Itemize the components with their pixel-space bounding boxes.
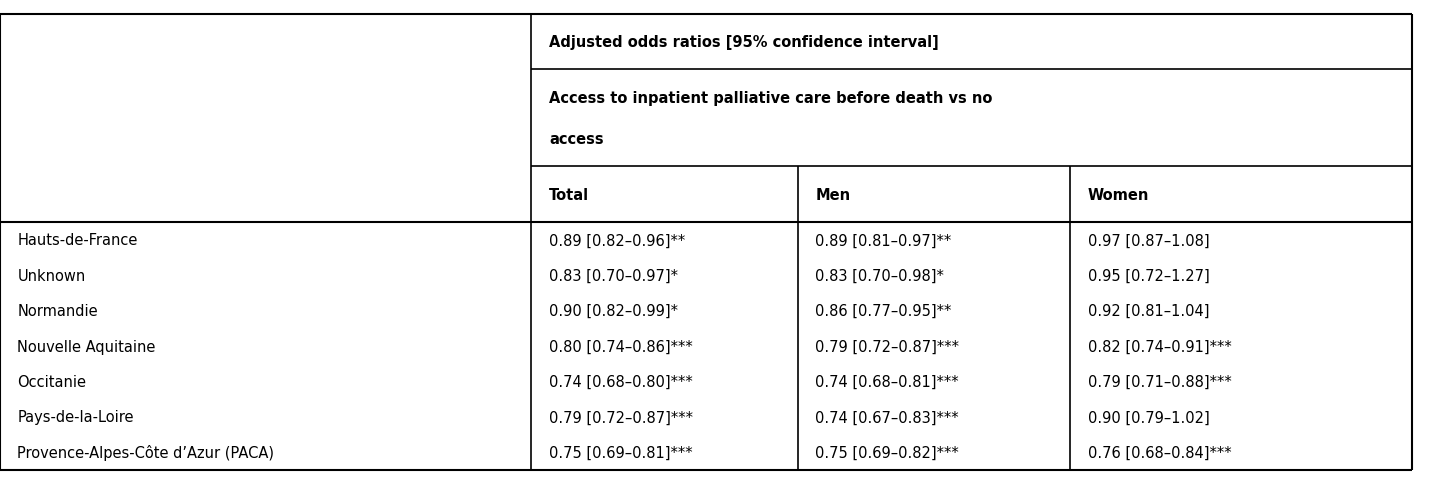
- Text: 0.79 [0.72–0.87]***: 0.79 [0.72–0.87]***: [815, 339, 960, 354]
- Text: 0.95 [0.72–1.27]: 0.95 [0.72–1.27]: [1088, 268, 1210, 283]
- Text: 0.89 [0.82–0.96]**: 0.89 [0.82–0.96]**: [549, 233, 686, 248]
- Text: Adjusted odds ratios [95% confidence interval]: Adjusted odds ratios [95% confidence int…: [549, 35, 939, 50]
- Text: 0.97 [0.87–1.08]: 0.97 [0.87–1.08]: [1088, 233, 1210, 248]
- Text: 0.83 [0.70–0.97]*: 0.83 [0.70–0.97]*: [549, 268, 678, 283]
- Text: 0.79 [0.72–0.87]***: 0.79 [0.72–0.87]***: [549, 409, 693, 424]
- Text: Occitanie: Occitanie: [17, 374, 86, 389]
- Text: 0.92 [0.81–1.04]: 0.92 [0.81–1.04]: [1088, 303, 1208, 318]
- Text: Unknown: Unknown: [17, 268, 86, 283]
- Text: 0.90 [0.79–1.02]: 0.90 [0.79–1.02]: [1088, 409, 1210, 424]
- Text: 0.79 [0.71–0.88]***: 0.79 [0.71–0.88]***: [1088, 374, 1232, 389]
- Text: Hauts-de-France: Hauts-de-France: [17, 233, 138, 248]
- Text: 0.75 [0.69–0.82]***: 0.75 [0.69–0.82]***: [815, 445, 960, 460]
- Text: Normandie: Normandie: [17, 303, 98, 318]
- Text: 0.76 [0.68–0.84]***: 0.76 [0.68–0.84]***: [1088, 445, 1232, 460]
- Text: Men: Men: [815, 187, 850, 202]
- Text: 0.80 [0.74–0.86]***: 0.80 [0.74–0.86]***: [549, 339, 693, 354]
- Text: 0.83 [0.70–0.98]*: 0.83 [0.70–0.98]*: [815, 268, 945, 283]
- Text: Provence-Alpes-Côte d’Azur (PACA): Provence-Alpes-Côte d’Azur (PACA): [17, 444, 275, 460]
- Text: 0.86 [0.77–0.95]**: 0.86 [0.77–0.95]**: [815, 303, 952, 318]
- Text: 0.89 [0.81–0.97]**: 0.89 [0.81–0.97]**: [815, 233, 952, 248]
- Text: 0.74 [0.68–0.81]***: 0.74 [0.68–0.81]***: [815, 374, 960, 389]
- Text: Total: Total: [549, 187, 590, 202]
- Text: 0.75 [0.69–0.81]***: 0.75 [0.69–0.81]***: [549, 445, 693, 460]
- Text: Access to inpatient palliative care before death vs no: Access to inpatient palliative care befo…: [549, 91, 993, 106]
- Text: 0.74 [0.67–0.83]***: 0.74 [0.67–0.83]***: [815, 409, 960, 424]
- Text: Pays-de-la-Loire: Pays-de-la-Loire: [17, 409, 134, 424]
- Text: 0.74 [0.68–0.80]***: 0.74 [0.68–0.80]***: [549, 374, 693, 389]
- Text: access: access: [549, 132, 604, 146]
- Text: Nouvelle Aquitaine: Nouvelle Aquitaine: [17, 339, 156, 354]
- Text: 0.82 [0.74–0.91]***: 0.82 [0.74–0.91]***: [1088, 339, 1232, 354]
- Text: Women: Women: [1088, 187, 1149, 202]
- Text: 0.90 [0.82–0.99]*: 0.90 [0.82–0.99]*: [549, 303, 678, 318]
